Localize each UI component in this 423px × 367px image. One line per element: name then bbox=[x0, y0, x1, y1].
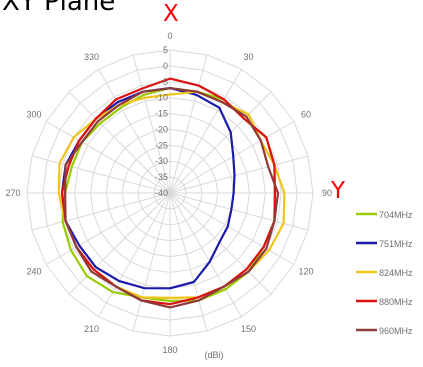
angle-tick-label: 210 bbox=[84, 324, 99, 334]
polar-grid bbox=[26, 49, 314, 337]
angle-tick-label: 180 bbox=[162, 345, 177, 355]
grid-spoke bbox=[169, 68, 242, 194]
series-line-880mhz bbox=[60, 77, 276, 306]
legend-label: 880MHz bbox=[379, 297, 413, 307]
grid-spoke bbox=[98, 68, 171, 194]
radial-tick-label: -40 bbox=[155, 188, 168, 198]
grid-spoke bbox=[31, 192, 171, 231]
angle-tick-label: 300 bbox=[26, 110, 41, 120]
series-line-751mhz bbox=[60, 86, 236, 290]
chart-title: XY Plane bbox=[2, 0, 116, 17]
radial-tick-label: 5 bbox=[163, 45, 168, 55]
grid-spoke bbox=[68, 192, 171, 295]
grid-spoke bbox=[169, 54, 208, 194]
grid-spoke bbox=[45, 121, 171, 194]
grid-spoke bbox=[169, 192, 242, 318]
radial-tick-labels: 5 0 -5 -10 -15 -20 -25 -30 -35 -40 bbox=[155, 45, 168, 198]
grid-spoke bbox=[169, 192, 309, 231]
radial-tick-label: 0 bbox=[163, 61, 168, 71]
series-layer bbox=[57, 77, 286, 309]
grid-spoke bbox=[169, 91, 272, 194]
grid-spoke bbox=[98, 192, 171, 318]
radial-tick-label: -5 bbox=[160, 77, 168, 87]
angle-tick-label: 270 bbox=[5, 188, 20, 198]
angle-tick-label: 120 bbox=[298, 267, 313, 277]
angle-tick-label: 240 bbox=[26, 267, 41, 277]
radial-tick-label: -15 bbox=[155, 109, 168, 119]
grid-spoke bbox=[169, 192, 208, 332]
grid-spoke bbox=[169, 192, 272, 295]
radial-tick-label: -25 bbox=[155, 140, 168, 150]
radial-tick-label: -20 bbox=[155, 124, 168, 134]
angle-tick-label: 90 bbox=[322, 188, 332, 198]
unit-label: (dBi) bbox=[204, 350, 223, 360]
grid-spoke bbox=[45, 192, 171, 265]
legend-label: 824MHz bbox=[379, 268, 413, 278]
series-line-960mhz bbox=[63, 86, 280, 309]
grid-spoke bbox=[169, 192, 295, 265]
angle-tick-label: 330 bbox=[84, 52, 99, 62]
grid-spoke bbox=[132, 54, 171, 194]
legend: 704MHz 751MHz 824MHz 880MHz 960MHz bbox=[356, 210, 413, 336]
grid-spoke bbox=[132, 192, 171, 332]
grid-spoke bbox=[169, 155, 309, 194]
angle-tick-label: 0 bbox=[167, 31, 172, 41]
grid-spoke bbox=[68, 91, 171, 194]
radial-tick-label: -10 bbox=[155, 93, 168, 103]
y-axis-label: Y bbox=[331, 178, 346, 204]
legend-label: 960MHz bbox=[379, 326, 413, 336]
angle-tick-labels: 0 30 60 90 120 150 180 210 240 270 300 330 bbox=[5, 31, 332, 355]
radial-tick-label: -35 bbox=[155, 172, 168, 182]
grid-spoke bbox=[169, 121, 295, 194]
legend-label: 704MHz bbox=[379, 210, 413, 220]
legend-label: 751MHz bbox=[379, 239, 413, 249]
grid-spoke bbox=[31, 155, 171, 194]
radial-tick-label: -30 bbox=[155, 156, 168, 166]
angle-tick-label: 150 bbox=[241, 324, 256, 334]
angle-tick-label: 60 bbox=[301, 110, 311, 120]
angle-tick-label: 30 bbox=[243, 52, 253, 62]
x-axis-label: X bbox=[163, 1, 179, 27]
